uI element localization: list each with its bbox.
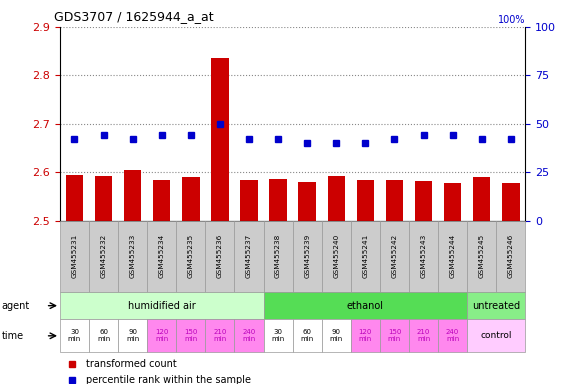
Bar — [351, 221, 380, 292]
Bar — [415, 180, 432, 221]
Text: 120
min: 120 min — [155, 329, 168, 342]
Text: GSM455237: GSM455237 — [246, 234, 252, 278]
Text: 60
min: 60 min — [97, 329, 110, 342]
Bar — [176, 319, 206, 352]
Text: 90
min: 90 min — [329, 329, 343, 342]
Text: GDS3707 / 1625944_a_at: GDS3707 / 1625944_a_at — [54, 10, 214, 23]
Text: GSM455238: GSM455238 — [275, 234, 281, 278]
Bar — [60, 221, 89, 292]
Bar — [473, 177, 490, 221]
Bar — [293, 319, 321, 352]
Bar — [270, 179, 287, 221]
Bar — [467, 221, 496, 292]
Text: GSM455234: GSM455234 — [159, 234, 165, 278]
Bar — [380, 319, 409, 352]
Text: untreated: untreated — [472, 301, 520, 311]
Text: GSM455231: GSM455231 — [71, 234, 78, 278]
Bar — [206, 319, 235, 352]
Text: 240
min: 240 min — [446, 329, 459, 342]
Text: GSM455236: GSM455236 — [217, 234, 223, 278]
Text: GSM455241: GSM455241 — [363, 234, 368, 278]
Bar — [211, 58, 228, 221]
Bar — [299, 182, 316, 221]
Text: 210
min: 210 min — [417, 329, 430, 342]
Bar — [357, 180, 374, 221]
Bar — [264, 319, 292, 352]
Bar — [444, 183, 461, 221]
Bar — [264, 292, 467, 319]
Bar — [409, 221, 438, 292]
Bar — [351, 319, 380, 352]
Bar — [147, 319, 176, 352]
Text: 240
min: 240 min — [242, 329, 256, 342]
Text: GSM455244: GSM455244 — [449, 234, 456, 278]
Text: GSM455233: GSM455233 — [130, 234, 136, 278]
Bar — [438, 319, 467, 352]
Text: 30
min: 30 min — [68, 329, 81, 342]
Text: percentile rank within the sample: percentile rank within the sample — [86, 375, 251, 384]
Text: humidified air: humidified air — [128, 301, 196, 311]
Bar — [89, 221, 118, 292]
Bar — [206, 221, 235, 292]
Bar — [60, 292, 264, 319]
Text: GSM455240: GSM455240 — [333, 234, 339, 278]
Text: 120
min: 120 min — [359, 329, 372, 342]
Bar — [66, 175, 83, 221]
Bar — [182, 177, 200, 221]
Text: GSM455243: GSM455243 — [420, 234, 427, 278]
Text: GSM455242: GSM455242 — [392, 234, 397, 278]
Bar — [386, 180, 403, 221]
Bar — [467, 292, 525, 319]
Bar — [293, 221, 321, 292]
Text: agent: agent — [2, 301, 30, 311]
Text: GSM455239: GSM455239 — [304, 234, 310, 278]
Bar — [321, 319, 351, 352]
Text: 150
min: 150 min — [388, 329, 401, 342]
Text: GSM455245: GSM455245 — [478, 234, 485, 278]
Bar — [467, 319, 525, 352]
Text: 90
min: 90 min — [126, 329, 139, 342]
Text: 100%: 100% — [498, 15, 525, 25]
Bar — [153, 180, 171, 221]
Bar — [321, 221, 351, 292]
Bar — [95, 176, 112, 221]
Text: GSM455232: GSM455232 — [100, 234, 107, 278]
Bar — [328, 176, 345, 221]
Bar — [235, 221, 264, 292]
Bar — [264, 221, 292, 292]
Text: control: control — [480, 331, 512, 340]
Text: GSM455246: GSM455246 — [508, 234, 514, 278]
Bar — [176, 221, 206, 292]
Bar — [240, 180, 258, 221]
Text: transformed count: transformed count — [86, 359, 176, 369]
Bar — [380, 221, 409, 292]
Text: 210
min: 210 min — [213, 329, 227, 342]
Bar — [89, 319, 118, 352]
Text: 30
min: 30 min — [271, 329, 285, 342]
Bar — [502, 183, 520, 221]
Bar — [118, 221, 147, 292]
Bar — [60, 319, 89, 352]
Text: time: time — [2, 331, 24, 341]
Bar — [235, 319, 264, 352]
Bar — [409, 319, 438, 352]
Bar — [118, 319, 147, 352]
Bar — [438, 221, 467, 292]
Text: 60
min: 60 min — [300, 329, 314, 342]
Bar — [124, 170, 142, 221]
Bar — [147, 221, 176, 292]
Text: GSM455235: GSM455235 — [188, 234, 194, 278]
Bar — [496, 221, 525, 292]
Text: ethanol: ethanol — [347, 301, 384, 311]
Text: 150
min: 150 min — [184, 329, 198, 342]
